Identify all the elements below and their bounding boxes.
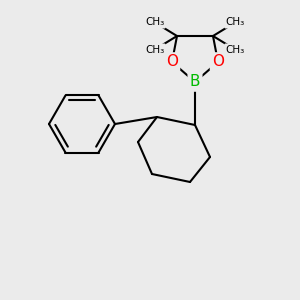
Text: CH₃: CH₃ xyxy=(145,17,164,28)
Text: CH₃: CH₃ xyxy=(226,44,245,55)
Text: O: O xyxy=(212,55,224,70)
Text: B: B xyxy=(190,74,200,89)
Text: O: O xyxy=(166,55,178,70)
Text: CH₃: CH₃ xyxy=(145,44,164,55)
Text: CH₃: CH₃ xyxy=(226,17,245,28)
